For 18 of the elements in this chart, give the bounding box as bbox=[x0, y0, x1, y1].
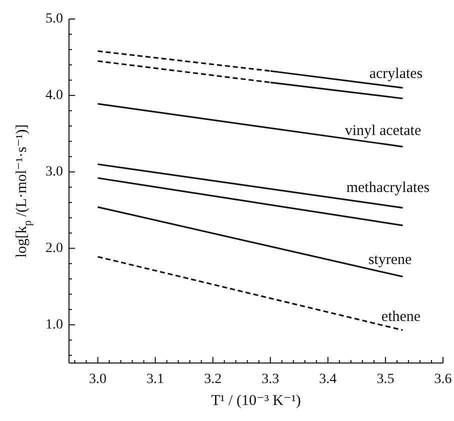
x-tick-label: 3.0 bbox=[89, 372, 107, 387]
annotation: acrylates bbox=[369, 66, 423, 82]
annotation: styrene bbox=[368, 252, 412, 268]
annotation: methacrylates bbox=[346, 180, 430, 196]
annotation: vinyl acetate bbox=[344, 123, 422, 139]
x-tick-label: 3.3 bbox=[262, 372, 280, 387]
x-tick-label: 3.5 bbox=[376, 372, 394, 387]
y-tick-label: 3.0 bbox=[46, 164, 63, 180]
y-tick-label: 5.0 bbox=[46, 12, 63, 26]
y-tick-label: 2.0 bbox=[46, 240, 63, 256]
y-tick-label: 4.0 bbox=[46, 88, 63, 103]
annotation: ethene bbox=[381, 309, 421, 325]
y-tick-label: 1.0 bbox=[46, 317, 63, 332]
x-tick-label: 3.4 bbox=[319, 372, 337, 387]
x-tick-label: 3.2 bbox=[204, 372, 222, 387]
x-axis-title: T¹ / (10⁻³ K⁻¹) bbox=[211, 393, 301, 409]
x-tick-label: 3.1 bbox=[146, 372, 164, 387]
x-tick-label: 3.6 bbox=[434, 372, 452, 387]
